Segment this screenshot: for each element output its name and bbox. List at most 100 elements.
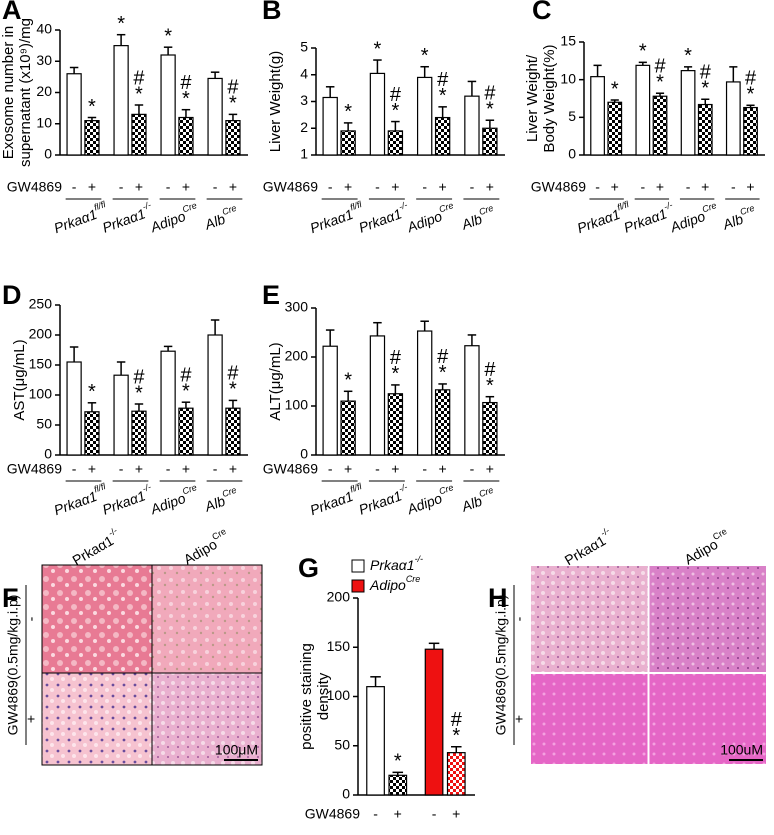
y-axis-label: density (315, 672, 332, 720)
significance-mark: * (391, 100, 399, 122)
group-label-sup: fl/fl (349, 481, 364, 495)
bar (590, 76, 605, 156)
bar (743, 106, 758, 156)
x-tick-label: - (432, 806, 437, 822)
legend-label-sup: -/- (415, 554, 424, 564)
x-tick-label: - (373, 806, 378, 822)
group-label-base: Adipo (404, 490, 444, 518)
histology-image (647, 672, 768, 766)
significance-mark: * (229, 93, 237, 115)
significance-mark: * (164, 25, 172, 47)
bar (482, 401, 498, 456)
group-label-base: Adipo (667, 208, 707, 236)
bar (464, 95, 480, 156)
y-tick-label: 250 (29, 296, 53, 312)
x-tick-label: - (328, 461, 333, 477)
bar (160, 350, 176, 456)
significance-mark: * (486, 99, 494, 121)
histology-image (151, 672, 263, 766)
x-tick-label: - (166, 461, 171, 477)
y-axis-label: supernatant (x10⁹)/mg (17, 18, 34, 167)
group-label: AdipoCre (147, 482, 202, 517)
x-tick-label: + (746, 179, 754, 195)
significance-mark: * (439, 362, 447, 384)
row-label: + (511, 715, 527, 723)
x-tick-label: - (119, 179, 124, 195)
group-label-base: Prkaα1 (308, 488, 355, 518)
histology-image (41, 564, 153, 674)
y-tick-label: 10 (560, 70, 576, 86)
bar (160, 54, 176, 156)
significance-mark: * (394, 751, 402, 773)
significance-mark: # (227, 363, 239, 385)
bar (66, 361, 82, 456)
y-tick-label: 100 (285, 397, 309, 413)
bar (387, 393, 404, 456)
bar (680, 70, 696, 156)
group-label-base: Prkaα1 (52, 488, 99, 518)
y-axis-label: Liver Weight(g) (267, 51, 284, 152)
y-tick-label: 1 (300, 146, 308, 162)
y-tick-label: 40 (36, 21, 52, 37)
y-tick-label: 100 (327, 687, 351, 703)
histology-image (41, 672, 153, 766)
x-tick-label: + (135, 461, 143, 477)
y-axis-label: Exosome number in (0, 26, 17, 159)
group-label-base: Prkaα1 (100, 205, 147, 235)
x-tick-label: - (640, 179, 645, 195)
y-tick-label: 50 (334, 736, 350, 752)
group-label-sup: fl/fl (616, 199, 631, 213)
significance-mark: # (390, 347, 402, 369)
bar (652, 95, 668, 156)
x-tick-label: - (422, 179, 427, 195)
x-axis-label: GW4869 (263, 461, 318, 477)
group-label: Prkaα1-/- (356, 482, 412, 517)
group-label: AlbCre (719, 203, 759, 232)
bar (607, 101, 623, 156)
bar (322, 96, 338, 156)
group-label: AlbCre (458, 203, 498, 232)
row-label: - (511, 616, 527, 621)
x-tick-label: + (439, 179, 447, 195)
legend-label-base: Prkaα1 (370, 557, 415, 573)
group-label-sup: -/- (141, 482, 152, 494)
y-tick-label: 200 (285, 348, 309, 364)
group-label-sup: -/- (397, 200, 408, 212)
x-axis-label: GW4869 (531, 179, 586, 195)
x-tick-label: - (72, 461, 77, 477)
group-label: Prkaα1fl/fl (51, 481, 111, 518)
significance-mark: # (484, 83, 496, 105)
bar (482, 127, 498, 156)
y-tick-label: 30 (36, 52, 52, 68)
group-label-sup: Cre (438, 482, 455, 496)
group-label-base: Prkaα1 (622, 205, 669, 235)
significance-mark: # (133, 366, 145, 388)
y-tick-label: 20 (36, 83, 52, 99)
significance-mark: * (439, 85, 447, 107)
bar (725, 81, 741, 156)
group-label-base: Alb (202, 492, 228, 514)
group-label: AdipoCre (666, 200, 721, 235)
significance-mark: # (227, 77, 239, 99)
panel-letter: D (2, 280, 22, 310)
column-label: Prkaα1-/- (560, 526, 615, 568)
panel-letter: G (298, 553, 319, 583)
group-label: Prkaα1fl/fl (51, 199, 111, 236)
significance-mark: * (701, 78, 709, 100)
significance-mark: * (344, 101, 352, 123)
bar (387, 130, 404, 156)
panel-letter: C (532, 0, 552, 25)
panel-letter: B (262, 0, 282, 25)
significance-mark: * (135, 83, 143, 105)
column-label: AdipoCre (179, 526, 232, 567)
significance-mark: # (745, 68, 757, 90)
y-tick-label: 2 (300, 119, 308, 135)
significance-mark: # (180, 72, 192, 94)
legend-label: Prkaα1-/- (370, 554, 423, 572)
panel-letter: A (2, 0, 22, 25)
x-tick-label: - (72, 179, 77, 195)
x-tick-label: + (391, 179, 399, 195)
bar (225, 120, 241, 156)
x-tick-label: + (452, 806, 460, 822)
y-tick-label: 50 (36, 416, 52, 432)
